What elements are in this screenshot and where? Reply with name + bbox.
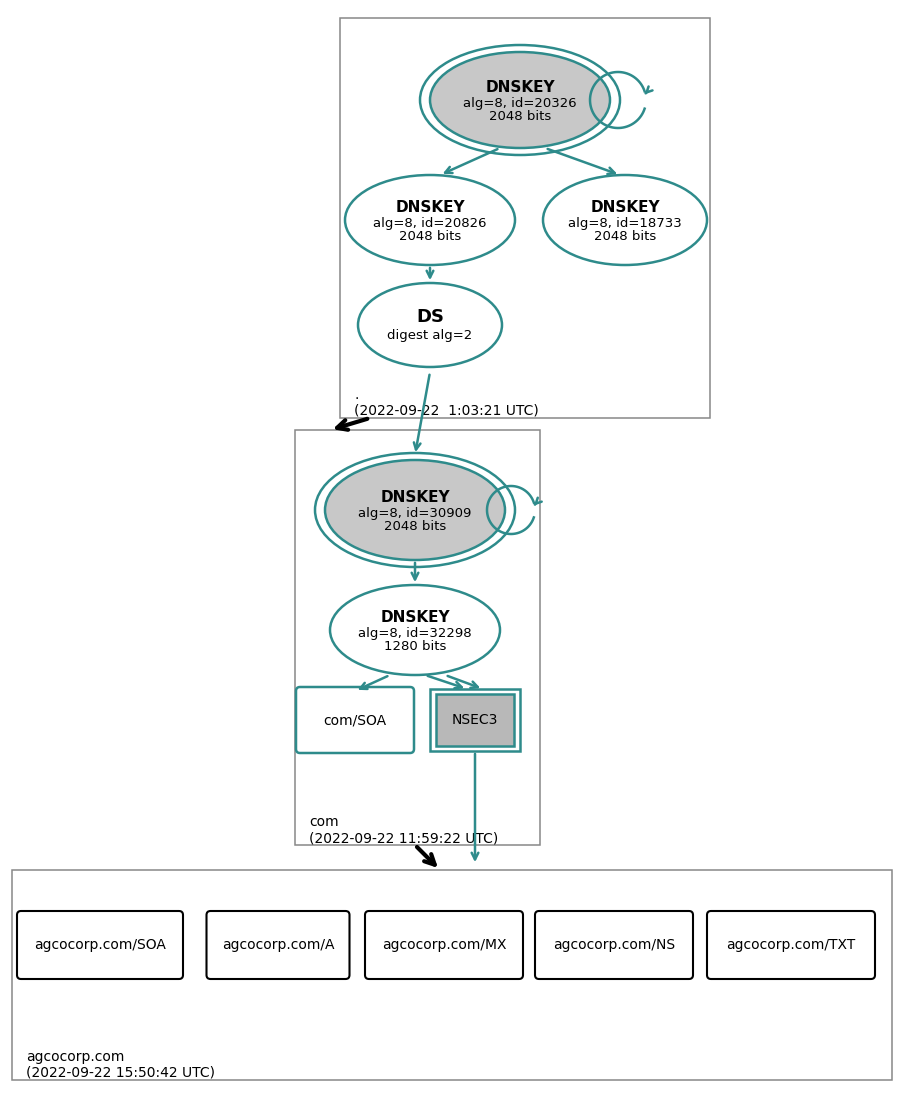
Text: DS: DS	[416, 309, 444, 326]
Text: DNSKEY: DNSKEY	[380, 489, 450, 504]
Text: alg=8, id=20326: alg=8, id=20326	[463, 96, 576, 109]
Text: alg=8, id=18733: alg=8, id=18733	[568, 217, 681, 230]
Text: (2022-09-22 11:59:22 UTC): (2022-09-22 11:59:22 UTC)	[309, 831, 499, 845]
Text: 2048 bits: 2048 bits	[399, 231, 462, 244]
Text: 2048 bits: 2048 bits	[384, 521, 446, 534]
Text: agcocorp.com/A: agcocorp.com/A	[222, 938, 334, 952]
Text: .: .	[354, 388, 358, 401]
Text: 2048 bits: 2048 bits	[594, 231, 656, 244]
Ellipse shape	[543, 175, 707, 265]
Text: alg=8, id=20826: alg=8, id=20826	[373, 217, 487, 230]
Text: agcocorp.com/NS: agcocorp.com/NS	[553, 938, 675, 952]
Text: agcocorp.com: agcocorp.com	[26, 1050, 124, 1064]
Text: com: com	[309, 815, 338, 829]
FancyBboxPatch shape	[707, 911, 875, 979]
Text: 1280 bits: 1280 bits	[384, 640, 446, 653]
Ellipse shape	[345, 175, 515, 265]
Text: DNSKEY: DNSKEY	[380, 609, 450, 625]
FancyBboxPatch shape	[535, 911, 693, 979]
Text: (2022-09-22 15:50:42 UTC): (2022-09-22 15:50:42 UTC)	[26, 1066, 215, 1080]
FancyBboxPatch shape	[365, 911, 523, 979]
Text: agcocorp.com/TXT: agcocorp.com/TXT	[727, 938, 855, 952]
Ellipse shape	[330, 585, 500, 675]
Text: DNSKEY: DNSKEY	[590, 199, 660, 214]
FancyBboxPatch shape	[17, 911, 183, 979]
Ellipse shape	[358, 283, 502, 366]
Text: DNSKEY: DNSKEY	[485, 80, 555, 94]
Ellipse shape	[325, 459, 505, 560]
Text: (2022-09-22  1:03:21 UTC): (2022-09-22 1:03:21 UTC)	[354, 404, 538, 418]
Ellipse shape	[430, 53, 610, 148]
Text: 2048 bits: 2048 bits	[489, 110, 551, 124]
Text: agcocorp.com/MX: agcocorp.com/MX	[382, 938, 506, 952]
Text: DNSKEY: DNSKEY	[395, 199, 465, 214]
FancyBboxPatch shape	[296, 687, 414, 753]
Text: NSEC3: NSEC3	[452, 713, 498, 728]
Text: com/SOA: com/SOA	[323, 713, 386, 728]
Text: alg=8, id=32298: alg=8, id=32298	[358, 627, 472, 640]
Text: agcocorp.com/SOA: agcocorp.com/SOA	[34, 938, 166, 952]
Text: alg=8, id=30909: alg=8, id=30909	[358, 507, 472, 520]
FancyBboxPatch shape	[206, 911, 349, 979]
FancyBboxPatch shape	[436, 694, 514, 746]
Text: digest alg=2: digest alg=2	[387, 328, 472, 341]
